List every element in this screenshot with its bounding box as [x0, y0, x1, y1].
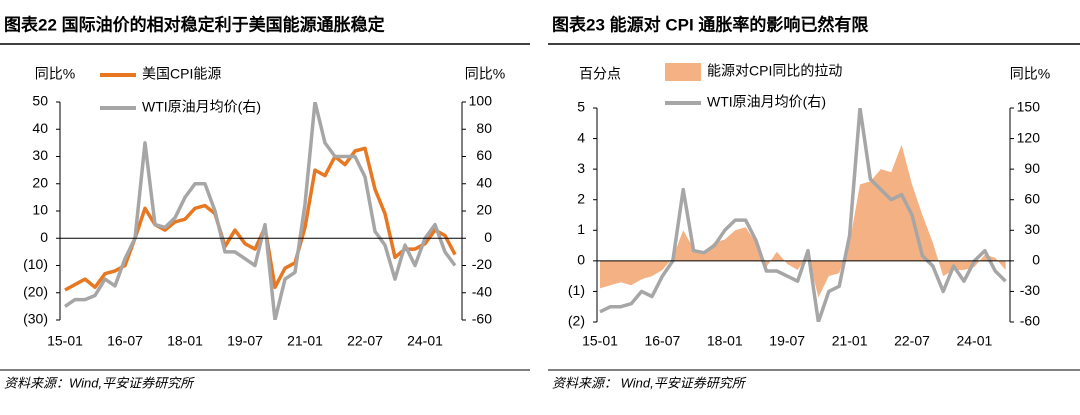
y2-tick-label: 60: [1024, 190, 1040, 206]
legend-label: WTI原油月均价(右): [707, 94, 826, 110]
x-tick-label: 24-01: [407, 333, 443, 349]
legend-swatch: [665, 63, 701, 81]
y-tick-label: 0: [577, 252, 585, 268]
y-tick-label: 40: [32, 120, 48, 136]
y-tick-label: 1: [577, 221, 585, 237]
y2-tick-label: -40: [472, 283, 492, 299]
y2-tick-label: 0: [484, 229, 492, 245]
x-tick-label: 21-01: [832, 333, 868, 349]
x-tick-label: 15-01: [47, 333, 83, 349]
y2-tick-label: 30: [1024, 221, 1040, 237]
y2-tick-label: 80: [476, 120, 492, 136]
y2-tick-label: 40: [476, 174, 492, 190]
y2-tick-label: 60: [476, 147, 492, 163]
y2-tick-label: -60: [1020, 313, 1040, 329]
y2-tick-label: -30: [1020, 282, 1040, 298]
y-tick-label: 0: [40, 229, 48, 245]
x-tick-label: 15-01: [582, 333, 618, 349]
y-tick-label: (20): [23, 283, 48, 299]
y2-tick-label: -60: [472, 311, 492, 327]
x-tick-label: 16-07: [107, 333, 143, 349]
y2-tick-label: 0: [1032, 252, 1040, 268]
x-tick-label: 24-01: [956, 333, 992, 349]
y-tick-label: (10): [23, 256, 48, 272]
line: [64, 102, 457, 320]
chart-title: 图表23 能源对 CPI 通胀率的影响已然有限: [552, 14, 868, 34]
y-axis-label: 同比%: [35, 66, 75, 82]
x-tick-label: 16-07: [644, 333, 680, 349]
y-tick-label: 20: [32, 174, 48, 190]
source: 资料来源： Wind,平安证券研究所: [552, 375, 747, 390]
y2-tick-label: 100: [469, 93, 493, 109]
y-tick-label: 2: [577, 190, 585, 206]
y-tick-label: (1): [568, 282, 585, 298]
area: [600, 144, 1006, 298]
legend-label: WTI原油月均价(右): [142, 99, 261, 115]
y-tick-label: 5: [577, 99, 585, 115]
y2-axis-label: 同比%: [1010, 66, 1050, 82]
line: [599, 108, 1007, 322]
y2-tick-label: 90: [1024, 160, 1040, 176]
plot: [599, 108, 1007, 322]
chart-title: 图表22 国际油价的相对稳定利于美国能源通胀稳定: [4, 14, 385, 34]
legend-label: 能源对CPI同比的拉动: [707, 63, 842, 79]
y-tick-label: (30): [23, 311, 48, 327]
plot: [64, 102, 457, 320]
y2-tick-label: 120: [1017, 129, 1041, 145]
x-tick-label: 18-01: [707, 333, 743, 349]
y-tick-label: 50: [32, 93, 48, 109]
y-tick-label: 3: [577, 160, 585, 176]
y-tick-label: 30: [32, 147, 48, 163]
y2-tick-label: -20: [472, 256, 492, 272]
y-tick-label: 4: [577, 129, 585, 145]
x-tick-label: 22-07: [347, 333, 383, 349]
x-tick-label: 22-07: [894, 333, 930, 349]
x-tick-label: 18-01: [167, 333, 203, 349]
y2-axis-label: 同比%: [465, 66, 505, 82]
y-axis-label: 百分点: [579, 66, 621, 82]
y2-tick-label: 20: [476, 202, 492, 218]
x-tick-label: 21-01: [287, 333, 323, 349]
x-tick-label: 19-07: [227, 333, 263, 349]
x-tick-label: 19-07: [769, 333, 805, 349]
y-tick-label: (2): [568, 313, 585, 329]
legend-label: 美国CPI能源: [142, 66, 221, 82]
y-tick-label: 10: [32, 202, 48, 218]
source: 资料来源：Wind,平安证券研究所: [4, 375, 195, 390]
y2-tick-label: 150: [1017, 99, 1041, 115]
